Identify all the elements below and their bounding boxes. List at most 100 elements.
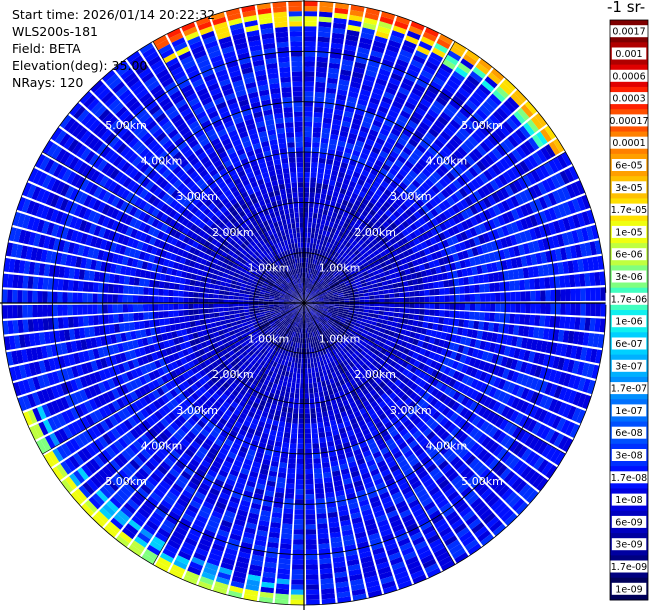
ppi-cell bbox=[475, 294, 480, 302]
ppi-cell bbox=[381, 277, 387, 282]
ppi-cell bbox=[344, 305, 349, 307]
ppi-cell bbox=[514, 314, 520, 324]
ppi-cell bbox=[290, 438, 297, 443]
ppi-cell bbox=[291, 362, 295, 367]
ppi-cell bbox=[321, 406, 327, 412]
ppi-cell bbox=[505, 303, 510, 312]
ppi-cell bbox=[450, 303, 455, 310]
ppi-cell bbox=[293, 539, 304, 544]
ppi-cell bbox=[369, 299, 374, 302]
ppi-cell bbox=[394, 288, 400, 293]
ppi-cell bbox=[379, 290, 384, 294]
ppi-cell bbox=[295, 499, 304, 504]
ppi-cell bbox=[423, 283, 429, 289]
ppi-cell bbox=[334, 305, 339, 307]
ppi-cell bbox=[310, 403, 315, 408]
ppi-cell bbox=[285, 371, 289, 377]
ppi-cell bbox=[317, 173, 323, 179]
ppi-cell bbox=[525, 303, 530, 313]
ppi-cell bbox=[290, 600, 304, 605]
ppi-cell bbox=[318, 422, 324, 428]
ppi-cell bbox=[374, 310, 379, 314]
ppi-cell bbox=[283, 381, 288, 387]
ppi-cell bbox=[304, 152, 311, 157]
ppi-cell bbox=[460, 303, 465, 310]
ppi-cell bbox=[388, 316, 394, 321]
ppi-cell bbox=[545, 290, 550, 301]
ppi-cell bbox=[311, 423, 317, 429]
ppi-cell bbox=[294, 514, 304, 519]
ppi-cell bbox=[575, 289, 580, 302]
ppi-cell bbox=[334, 299, 339, 301]
ppi-cell bbox=[304, 66, 315, 71]
ppi-cell bbox=[284, 432, 291, 438]
ppi-cell bbox=[545, 303, 550, 314]
ppi-cell bbox=[276, 589, 289, 595]
ppi-cell bbox=[296, 479, 304, 484]
ppi-cell bbox=[305, 388, 309, 393]
ppi-cell bbox=[443, 280, 449, 287]
ppi-cell bbox=[304, 1, 318, 6]
ppi-cell bbox=[465, 303, 470, 311]
ppi-cell bbox=[304, 26, 317, 31]
ppi-cell bbox=[363, 289, 369, 293]
ppi-cell bbox=[317, 214, 322, 220]
ppi-cell bbox=[305, 499, 314, 504]
ppi-cell bbox=[309, 248, 312, 253]
ppi-cell bbox=[291, 585, 304, 590]
ppi-cell bbox=[309, 197, 314, 202]
ppi-cell bbox=[307, 233, 311, 238]
ppi-cell bbox=[306, 524, 316, 529]
ppi-cell bbox=[306, 268, 308, 273]
ppi-cell bbox=[495, 303, 500, 312]
ppi-cell bbox=[439, 310, 444, 317]
ppi-cell bbox=[306, 554, 318, 559]
ppi-cell bbox=[540, 303, 545, 314]
ppi-cell bbox=[565, 317, 571, 329]
ppi-cell bbox=[408, 320, 414, 326]
ppi-cell bbox=[278, 380, 283, 386]
ppi-cell bbox=[314, 362, 318, 368]
ppi-cell bbox=[319, 12, 332, 18]
ppi-cell bbox=[314, 473, 322, 479]
ppi-cell bbox=[313, 383, 317, 389]
ppi-cell bbox=[559, 276, 565, 288]
ppi-cell bbox=[304, 172, 310, 177]
ppi-cell bbox=[316, 508, 326, 514]
ppi-cell bbox=[385, 275, 391, 280]
ppi-cell bbox=[520, 303, 525, 313]
ppi-cell bbox=[394, 313, 400, 318]
ppi-cell bbox=[316, 377, 320, 383]
ppi-cell bbox=[539, 315, 545, 326]
ppi-cell bbox=[304, 187, 309, 192]
ppi-cell bbox=[379, 295, 384, 299]
ppi-cell bbox=[294, 519, 304, 524]
ppi-cell bbox=[294, 529, 304, 534]
ppi-cell bbox=[311, 172, 317, 178]
ppi-cell bbox=[422, 277, 428, 283]
ppi-cell bbox=[429, 310, 435, 316]
ppi-cell bbox=[291, 383, 295, 389]
ppi-cell bbox=[399, 308, 404, 313]
ppi-cell bbox=[560, 316, 566, 328]
ppi-cell bbox=[339, 305, 344, 307]
ppi-cell bbox=[290, 443, 297, 449]
ppi-cell bbox=[312, 433, 318, 439]
ppi-cell bbox=[324, 421, 330, 427]
ppi-cell bbox=[305, 373, 309, 378]
ppi-cell bbox=[307, 248, 310, 253]
ppi-cell bbox=[400, 298, 405, 303]
ppi-cell bbox=[320, 376, 325, 382]
ppi-cell bbox=[286, 366, 290, 372]
ppi-cell bbox=[304, 202, 309, 207]
ppi-cell bbox=[316, 62, 327, 68]
ppi-cell bbox=[298, 429, 304, 434]
ppi-cell bbox=[288, 408, 294, 414]
ppi-cell bbox=[409, 309, 414, 314]
ppi-cell bbox=[311, 413, 317, 419]
ppi-cell bbox=[306, 338, 308, 343]
ppi-cell bbox=[281, 370, 286, 376]
ppi-cell bbox=[304, 343, 306, 348]
ppi-cell bbox=[294, 363, 298, 368]
ppi-cell bbox=[307, 358, 310, 363]
